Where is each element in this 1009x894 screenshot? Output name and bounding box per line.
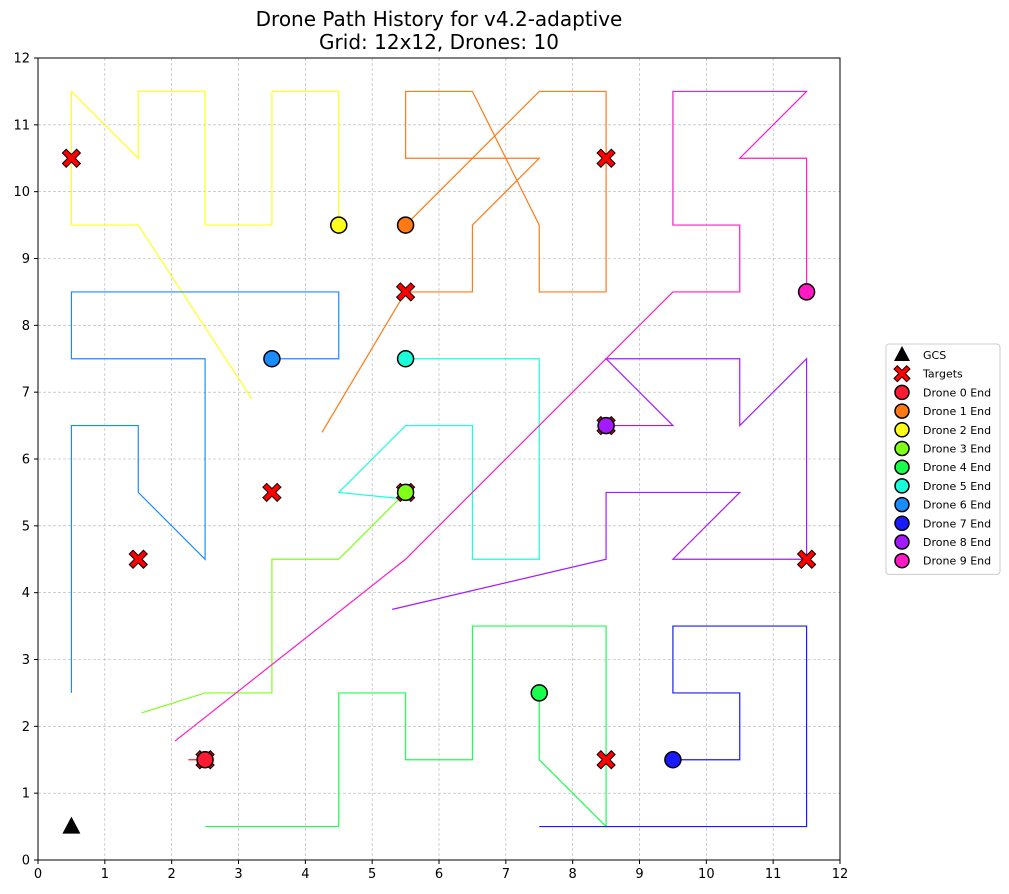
legend-drone-icon: [894, 496, 910, 513]
legend-label: Drone 3 End: [923, 443, 991, 456]
drone-7-path: [539, 625, 808, 828]
legend-drone-icon: [894, 459, 910, 475]
legend-label: Drone 0 End: [923, 386, 991, 399]
drone-2-path: [70, 89, 340, 400]
drone-5-end-marker: [396, 350, 415, 368]
drone-8-path: [392, 357, 808, 610]
markers: [61, 148, 817, 834]
x-tick-label: 5: [368, 867, 376, 882]
y-tick-label: 10: [13, 185, 30, 200]
legend-label: Drone 2 End: [923, 424, 991, 437]
drone-2-end-marker: [330, 216, 348, 234]
legend-drone-icon: [894, 403, 910, 419]
y-tick-label: 1: [22, 787, 30, 802]
drone-0-end-marker: [196, 751, 214, 769]
drone-3-end-marker: [396, 483, 415, 502]
y-tick-label: 3: [22, 653, 30, 668]
drone-4-end-marker: [530, 684, 548, 702]
y-tick-label: 5: [22, 519, 30, 534]
x-tick-label: 7: [502, 867, 510, 882]
legend-target-icon: [893, 364, 911, 383]
legend-label: GCS: [923, 349, 946, 362]
drone-6-end-marker: [263, 350, 281, 368]
drone-paths: [70, 89, 809, 829]
x-tick-label: 3: [234, 867, 242, 882]
legend-label: Drone 4 End: [923, 461, 991, 474]
drone-1-end-marker: [396, 216, 415, 234]
chart-subtitle: Grid: 12x12, Drones: 10: [319, 30, 559, 54]
legend-label: Drone 7 End: [923, 517, 991, 530]
x-tick-label: 2: [168, 867, 176, 882]
y-tick-label: 6: [22, 453, 30, 468]
legend-label: Targets: [922, 368, 963, 381]
x-tick-label: 4: [301, 867, 309, 882]
target-marker: [262, 482, 282, 503]
drone-3-path: [141, 491, 407, 714]
x-tick-label: 11: [765, 867, 782, 882]
y-tick-label: 2: [22, 720, 30, 735]
x-tick-label: 10: [698, 867, 715, 882]
y-tick-label: 9: [22, 252, 30, 267]
target-marker: [128, 549, 148, 569]
legend-box: [885, 343, 1001, 575]
drone-9-end-marker: [797, 283, 816, 301]
legend-drone-icon: [894, 478, 910, 494]
legend-label: Drone 6 End: [923, 499, 991, 512]
drone-4-path: [205, 625, 607, 829]
drone-8-end-marker: [597, 416, 615, 435]
x-tick-label: 9: [635, 867, 643, 882]
legend-label: Drone 1 End: [923, 405, 991, 418]
x-tick-label: 0: [34, 867, 42, 882]
legend-drone-icon: [894, 384, 910, 401]
target-marker: [596, 148, 616, 168]
drone-6-path: [70, 291, 340, 693]
x-tick-label: 8: [569, 867, 577, 882]
target-marker: [395, 282, 416, 302]
grid: [37, 57, 841, 861]
legend-drone-icon: [894, 422, 910, 438]
y-tick-label: 12: [13, 52, 30, 67]
legend-drone-icon: [894, 515, 910, 532]
y-tick-label: 11: [13, 118, 30, 133]
legend-label: Drone 8 End: [923, 536, 991, 549]
legend: GCS Targets Drone 0 End Drone 1 End Drone 2 …: [885, 343, 1001, 575]
chart-title: Drone Path History for v4.2-adaptive: [256, 7, 623, 31]
x-tick-label: 6: [435, 867, 443, 882]
target-marker: [796, 549, 817, 569]
target-marker: [61, 148, 82, 168]
y-tick-label: 7: [22, 386, 30, 401]
x-tick-label: 1: [101, 867, 109, 882]
legend-label: Drone 5 End: [923, 480, 991, 493]
legend-drone-icon: [894, 552, 910, 569]
y-tick-label: 4: [22, 586, 30, 601]
drone-1-path: [321, 90, 607, 433]
legend-drone-icon: [894, 534, 910, 550]
legend-drone-icon: [894, 440, 910, 457]
target-marker: [596, 750, 616, 770]
y-tick-label: 0: [22, 854, 30, 869]
legend-gcs-icon: [894, 346, 910, 361]
y-tick-label: 8: [22, 319, 30, 334]
x-tick-label: 12: [832, 867, 849, 882]
drone-7-end-marker: [664, 751, 682, 769]
legend-label: Drone 9 End: [923, 555, 991, 568]
drone-9-path: [174, 90, 809, 742]
gcs-marker: [62, 816, 81, 834]
